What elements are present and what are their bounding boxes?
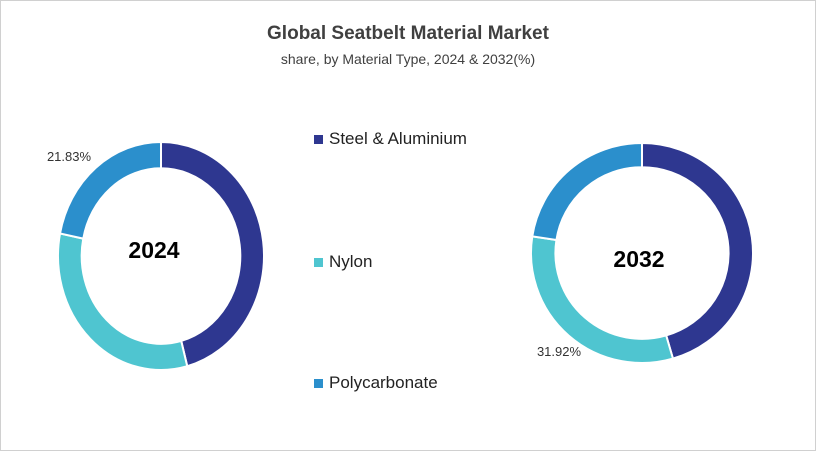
data-label: 21.83% [47, 149, 92, 164]
legend-swatch [314, 257, 323, 267]
legend-label: Steel & Aluminium [329, 129, 467, 148]
center-label: 2032 [613, 246, 664, 272]
legend-item-steel: Steel & Aluminium [314, 129, 467, 149]
slice-2032-polycarbonate [531, 141, 643, 242]
slice-2032-steel-aluminium [641, 141, 754, 360]
legend-label: Nylon [329, 252, 373, 271]
legend-swatch [314, 134, 323, 144]
legend-swatch [314, 378, 323, 388]
slice-2024-polycarbonate [58, 140, 162, 240]
legend-item-nylon: Nylon [314, 252, 372, 272]
center-label: 2024 [128, 237, 179, 263]
legend-item-polycarbonate: Polycarbonate [314, 373, 438, 393]
chart-subtitle: share, by Material Type, 2024 & 2032(%) [280, 51, 536, 67]
legend-label: Polycarbonate [329, 373, 438, 392]
chart-title: Global Seatbelt Material Market [267, 23, 549, 44]
data-label: 31.92% [537, 344, 582, 359]
